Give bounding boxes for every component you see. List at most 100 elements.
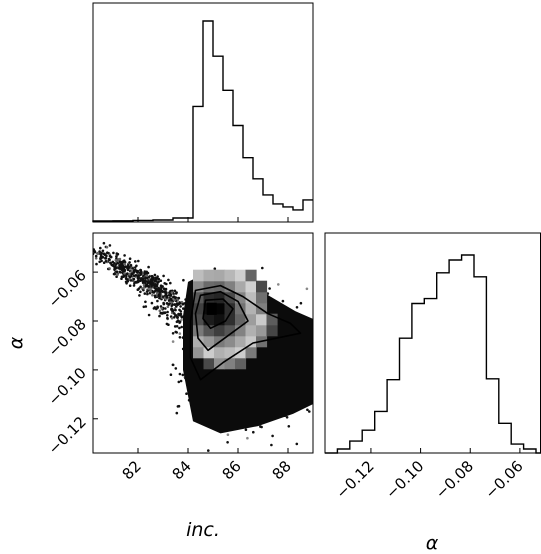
density-cell	[224, 346, 236, 359]
scatter-point	[177, 296, 181, 300]
scatter-point	[143, 292, 147, 295]
scatter-point	[126, 264, 130, 267]
scatter-point	[167, 303, 170, 306]
density-cell	[256, 313, 268, 326]
density-contour-inner	[189, 284, 302, 381]
scatter-point	[128, 257, 132, 261]
scatter-point	[128, 261, 131, 264]
scatter-point	[107, 257, 111, 261]
density-cell	[203, 346, 215, 359]
scatter-point	[108, 254, 112, 258]
density-cell	[235, 324, 247, 337]
scatter-point	[115, 255, 118, 258]
scatter-point	[295, 306, 299, 309]
scatter-point	[160, 289, 164, 293]
density-cell	[193, 269, 205, 282]
scatter-point	[96, 251, 100, 255]
density-cell	[203, 357, 215, 370]
scatter-point	[132, 277, 136, 281]
scatter-point	[171, 363, 175, 367]
scatter-point	[173, 289, 177, 293]
scatter-point	[121, 271, 124, 274]
scatter-point	[207, 449, 210, 452]
scatter-point	[143, 281, 147, 285]
scatter-point	[266, 292, 270, 295]
scatter-point	[178, 326, 181, 330]
scatter-point	[174, 314, 178, 317]
scatter-point	[144, 272, 147, 276]
scatter-point	[130, 269, 133, 273]
scatter-point	[170, 291, 174, 294]
scatter-point	[166, 316, 169, 320]
scatter-point	[132, 284, 136, 287]
scatter-point	[137, 279, 140, 282]
scatter-point	[153, 273, 157, 277]
density-cell	[266, 313, 278, 326]
scatter-point	[126, 278, 129, 281]
scatter-point	[185, 392, 188, 396]
scatter-point	[156, 282, 159, 286]
scatter-point	[100, 255, 103, 258]
scatter-point	[142, 305, 146, 309]
alpha-hist-tick-label: −0.06	[481, 457, 526, 502]
scatter-point	[101, 249, 105, 253]
scatter-point	[171, 309, 174, 313]
density-cell	[214, 357, 226, 370]
density-cell	[214, 269, 226, 282]
inc-tick-label: 82	[119, 457, 145, 483]
scatter-point	[156, 275, 159, 278]
density-contour-middle	[194, 290, 249, 352]
density-cell	[266, 324, 278, 337]
scatter-point	[156, 305, 159, 309]
scatter-point	[328, 347, 331, 350]
scatter-point	[179, 305, 182, 308]
scatter-point	[159, 279, 163, 283]
density-cell	[235, 269, 247, 282]
scatter-point	[116, 273, 119, 277]
scatter-point	[118, 260, 122, 264]
scatter-point	[108, 244, 112, 247]
density-peak-cell	[206, 302, 217, 315]
scatter-point	[138, 294, 141, 297]
scatter-point	[306, 408, 309, 412]
scatter-point	[180, 300, 184, 304]
density-cell	[245, 324, 257, 337]
scatter-point	[151, 275, 154, 278]
scatter-point	[98, 260, 101, 264]
scatter-point	[112, 272, 116, 276]
scatter-point	[174, 308, 177, 312]
scatter-point	[320, 396, 323, 399]
density-cell	[224, 357, 236, 370]
scatter-point	[95, 262, 98, 266]
inc-histogram-frame	[92, 2, 314, 223]
scatter-point	[102, 252, 105, 255]
scatter-point	[112, 251, 115, 255]
scatter-point	[166, 314, 169, 317]
scatter-point	[157, 289, 161, 293]
alpha-hist-tick-label: −0.08	[432, 457, 477, 502]
scatter-point	[179, 379, 183, 383]
scatter-point	[169, 373, 173, 377]
density-cell	[245, 280, 257, 293]
scatter-point	[174, 367, 178, 370]
scatter-point	[143, 270, 147, 273]
scatter-point	[177, 380, 181, 384]
scatter-point	[175, 302, 179, 306]
scatter-point	[181, 373, 185, 377]
scatter-point	[179, 310, 183, 313]
scatter-point	[327, 398, 330, 401]
density-cell	[193, 302, 205, 315]
scatter-point	[141, 277, 145, 280]
inc-histogram-line	[92, 20, 313, 222]
scatter-point	[153, 286, 156, 290]
scatter-point	[166, 305, 170, 309]
scatter-point	[268, 287, 271, 290]
scatter-point	[116, 261, 119, 265]
joint-frame	[92, 232, 314, 454]
scatter-point	[154, 295, 157, 299]
scatter-point	[121, 260, 124, 264]
density-cell	[214, 324, 226, 337]
density-cell	[193, 335, 205, 348]
scatter-point	[144, 300, 147, 304]
